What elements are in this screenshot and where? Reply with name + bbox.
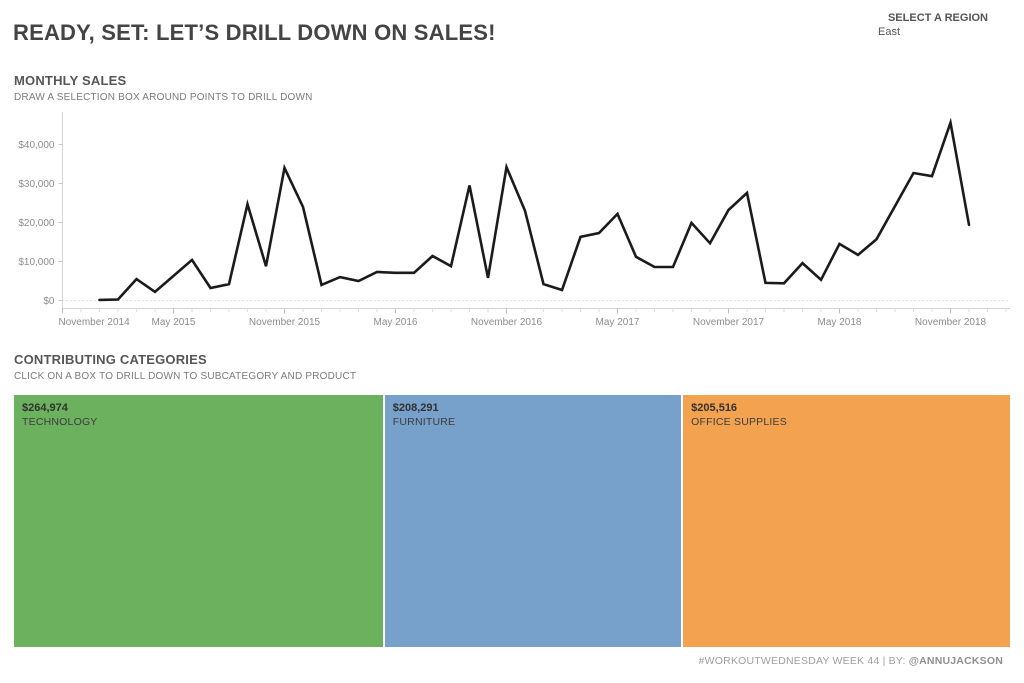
- treemap-box-furniture[interactable]: $208,291 FURNITURE: [384, 395, 682, 647]
- x-axis-label: May 2017: [596, 317, 640, 328]
- x-axis-label: November 2017: [693, 317, 765, 328]
- furniture-label: FURNITURE: [392, 416, 456, 428]
- technology-label: TECHNOLOGY: [22, 416, 98, 428]
- office-supplies-sales-value: $205,516: [691, 402, 738, 414]
- x-axis-label: May 2015: [152, 317, 196, 328]
- y-axis-label: $30,000: [18, 179, 55, 190]
- y-axis-label: $10,000: [18, 257, 55, 268]
- monthly-sales-subtitle: DRAW A SELECTION BOX AROUND POINTS TO DR…: [14, 92, 313, 103]
- region-parameter-label: SELECT A REGION: [887, 12, 988, 24]
- x-axis-label: May 2016: [374, 317, 418, 328]
- page-title: READY, SET: LET’S DRILL DOWN ON SALES!: [13, 20, 496, 45]
- treemap-box-technology[interactable]: $264,974 TECHNOLOGY: [14, 395, 383, 647]
- monthly-sales-line-chart[interactable]: $0 $10,000 $20,000 $30,000 $40,000 November 2…: [0, 0, 1024, 345]
- technology-sales-value: $264,974: [22, 402, 68, 414]
- x-axis-label: November 2016: [471, 317, 543, 328]
- x-axis-label: November 2018: [915, 317, 987, 328]
- x-axis-label: November 2015: [249, 317, 321, 328]
- category-treemap: $264,974 TECHNOLOGY $208,291 FURNITURE $…: [14, 395, 1010, 647]
- y-axis-label: $20,000: [18, 218, 55, 229]
- x-axis-label: November 2014: [59, 317, 131, 328]
- region-parameter-dropdown[interactable]: East: [878, 26, 901, 38]
- footer-text: #WORKOUTWEDNESDAY WEEK 44 | BY:: [698, 655, 909, 667]
- y-axis-label: $0: [43, 296, 55, 307]
- y-axis-label: $40,000: [18, 140, 55, 151]
- monthly-sales-title: MONTHLY SALES: [14, 73, 127, 88]
- author-handle: @ANNUJACKSON: [908, 655, 1003, 667]
- attribution-footer: #WORKOUTWEDNESDAY WEEK 44 | BY: @ANNUJAC…: [699, 655, 1003, 667]
- contributing-categories-subtitle: CLICK ON A BOX TO DRILL DOWN TO SUBCATEG…: [14, 371, 357, 382]
- office-supplies-label: OFFICE SUPPLIES: [691, 416, 787, 428]
- x-axis-label: May 2018: [818, 317, 862, 328]
- furniture-sales-value: $208,291: [392, 402, 439, 414]
- contributing-categories-title: CONTRIBUTING CATEGORIES: [14, 352, 207, 367]
- sales-line: [98, 117, 971, 302]
- treemap-box-office-supplies[interactable]: $205,516 OFFICE SUPPLIES: [683, 395, 1010, 647]
